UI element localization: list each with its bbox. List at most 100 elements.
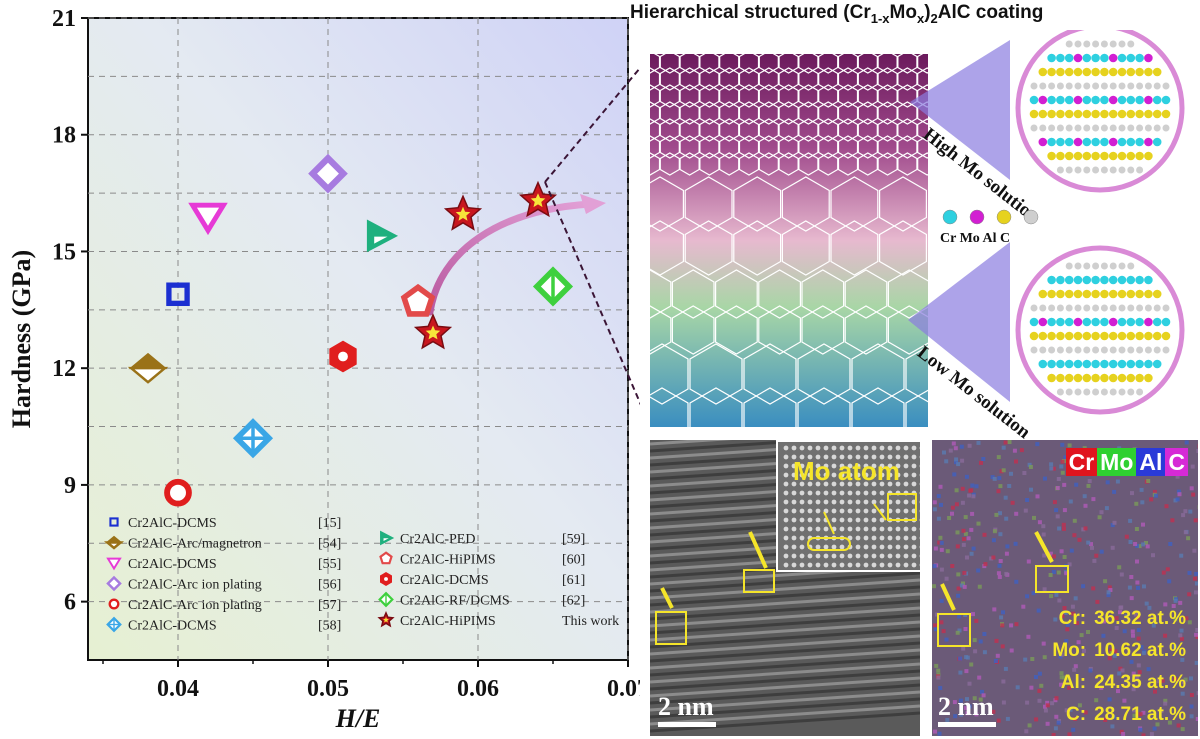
eds-pixel (1091, 586, 1096, 591)
inset-atom (799, 445, 805, 451)
eds-pixel (1043, 704, 1047, 709)
eds-pixel (1128, 540, 1133, 544)
inset-atom (791, 535, 797, 541)
atom (1108, 109, 1118, 119)
eds-pixel (1156, 679, 1161, 684)
atom (1073, 95, 1083, 105)
eds-pixel (1060, 459, 1065, 464)
eds-pixel (1027, 723, 1032, 728)
eds-pixel (1054, 592, 1059, 597)
eds-pixel (1004, 551, 1009, 556)
inset-atom (823, 490, 829, 496)
inset-atom (879, 490, 885, 496)
eds-pixel (1187, 620, 1192, 625)
inset-atom (815, 553, 821, 559)
eds-pixel (1153, 689, 1157, 694)
legend-label: Cr2AlC-Arc ion plating (128, 578, 262, 593)
eds-pixel (1076, 640, 1081, 645)
eds-pixel (1059, 549, 1064, 554)
atom (1100, 95, 1109, 105)
arrow-icon (823, 511, 835, 535)
atom (1030, 346, 1038, 354)
eds-pixel (1005, 716, 1010, 721)
eds-pixel (1059, 675, 1064, 680)
atom (1074, 346, 1082, 354)
atom (1073, 275, 1083, 285)
eds-pixel (1026, 634, 1031, 639)
inset-atom (791, 472, 797, 478)
eds-pixel (1007, 440, 1012, 444)
eds-pixel (1062, 526, 1066, 531)
atom (1161, 331, 1171, 341)
eds-pixel (1094, 698, 1099, 703)
atom (1047, 137, 1056, 147)
inset-atom (823, 463, 829, 469)
inset-atom (879, 445, 885, 451)
inset-atom (815, 445, 821, 451)
atom (1056, 317, 1065, 327)
eds-pixel (1052, 500, 1057, 505)
inset-atom (855, 508, 861, 514)
eds-pixel (998, 511, 1002, 516)
inset-atom (847, 562, 853, 568)
atom (1082, 289, 1092, 299)
highlight-box (655, 611, 687, 645)
atom (1135, 109, 1144, 119)
atom (1074, 262, 1082, 270)
legend-ref: [56] (318, 578, 341, 593)
eds-pixel (936, 675, 941, 680)
eds-pixel (963, 627, 968, 631)
inset-atom (847, 481, 853, 487)
atom (1100, 289, 1109, 299)
lattice-fringe (650, 711, 920, 733)
eds-pixel (1173, 617, 1178, 622)
eds-pixel (1088, 668, 1093, 673)
lattice-fringe (650, 655, 920, 677)
eds-pixel (1083, 503, 1088, 508)
eds-pixel (953, 446, 958, 451)
eds-pixel (1097, 515, 1102, 520)
eds-pixel (1173, 677, 1178, 681)
atom (1144, 124, 1152, 132)
eds-pixel (1149, 732, 1154, 736)
eds-pixel (963, 531, 968, 536)
eds-pixel (1136, 585, 1140, 590)
inset-atom (815, 499, 821, 505)
atom (1074, 82, 1082, 90)
eds-pixel (1195, 635, 1198, 639)
inset-atom (863, 463, 869, 469)
eds-pixel (1077, 537, 1082, 542)
eds-pixel (1132, 708, 1136, 713)
eds-pixel (1107, 697, 1112, 702)
eds-pixel (1069, 548, 1074, 553)
atom (1056, 151, 1065, 161)
inset-atom (807, 463, 813, 469)
eds-pixel (1108, 674, 1113, 679)
eds-pixel (1188, 509, 1193, 514)
inset-atom (807, 481, 813, 487)
eds-pixel (998, 484, 1003, 489)
atom (1100, 109, 1109, 119)
eds-pixel (1104, 506, 1109, 511)
atom (1117, 53, 1127, 63)
eds-pixel (1035, 494, 1040, 499)
eds-pixel (962, 537, 966, 542)
inset-atom (783, 562, 789, 568)
legend-label: Cr2AlC-PED (400, 532, 475, 547)
atom (1038, 359, 1048, 369)
atom (1162, 304, 1170, 312)
highlight-box (887, 493, 917, 521)
inset-atom (839, 508, 845, 514)
atom (1100, 388, 1108, 396)
eds-pixel (981, 693, 986, 698)
eds-pixel (1075, 621, 1079, 626)
atom (1064, 151, 1074, 161)
atom (1144, 346, 1152, 354)
eds-pixel (1128, 518, 1133, 523)
atom (1073, 53, 1083, 63)
eds-pixel (1021, 604, 1026, 609)
inset-atom (783, 481, 789, 487)
eds-pixel (944, 576, 949, 581)
lattice-fringe (650, 697, 920, 719)
eds-pixel (1023, 657, 1028, 662)
